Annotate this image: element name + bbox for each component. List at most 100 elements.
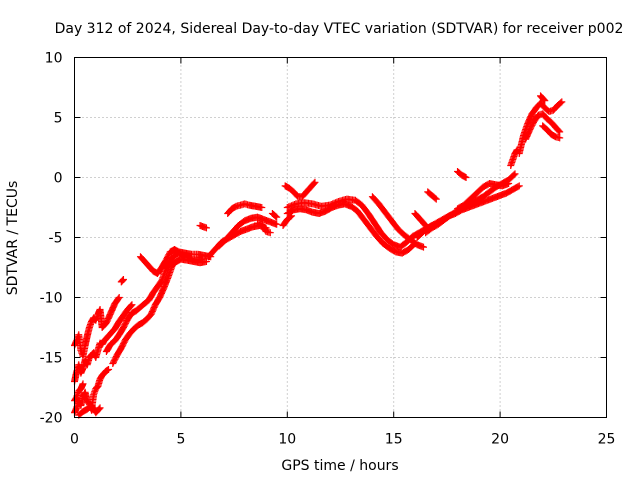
data-point bbox=[400, 231, 413, 243]
data-point bbox=[100, 335, 110, 345]
data-point bbox=[366, 224, 380, 239]
data-point bbox=[522, 127, 533, 143]
data-point bbox=[502, 186, 516, 197]
data-point bbox=[383, 236, 396, 248]
data-point bbox=[156, 285, 167, 301]
data-point bbox=[424, 188, 435, 199]
data-point bbox=[96, 373, 105, 383]
data-point bbox=[347, 202, 360, 214]
data-point bbox=[556, 128, 564, 136]
data-point bbox=[354, 207, 367, 222]
data-point bbox=[268, 210, 280, 220]
data-point bbox=[505, 171, 518, 184]
data-point bbox=[358, 201, 371, 216]
data-point bbox=[511, 147, 520, 157]
data-point bbox=[92, 405, 103, 417]
y-tick-label: -5 bbox=[49, 231, 63, 247]
data-point bbox=[371, 219, 384, 235]
data-point bbox=[98, 370, 108, 379]
y-tick-label: -10 bbox=[40, 291, 63, 307]
data-point bbox=[485, 184, 499, 196]
data-point bbox=[111, 332, 122, 345]
data-point bbox=[202, 224, 210, 232]
data-point bbox=[460, 196, 473, 209]
data-point bbox=[511, 170, 519, 178]
data-point bbox=[136, 253, 148, 265]
data-point bbox=[396, 239, 409, 251]
data-point bbox=[556, 134, 564, 142]
data-point bbox=[241, 200, 252, 209]
data-point bbox=[379, 240, 392, 251]
data-point bbox=[83, 397, 93, 407]
data-point bbox=[98, 320, 110, 331]
data-point bbox=[107, 326, 118, 337]
data-point bbox=[479, 189, 492, 201]
data-point bbox=[543, 115, 554, 125]
data-point bbox=[119, 307, 131, 319]
data-point bbox=[151, 295, 163, 309]
data-point bbox=[145, 262, 156, 274]
data-point bbox=[105, 366, 113, 373]
data-point bbox=[524, 111, 535, 127]
data-point bbox=[230, 228, 243, 239]
data-point bbox=[107, 301, 118, 317]
series-track bbox=[422, 170, 519, 237]
data-point bbox=[473, 193, 486, 204]
series-track bbox=[283, 200, 419, 257]
data-point bbox=[424, 224, 432, 232]
data-point bbox=[515, 182, 523, 190]
data-point bbox=[381, 208, 395, 223]
data-point bbox=[368, 193, 382, 207]
data-point bbox=[364, 210, 378, 226]
chart-title: Day 312 of 2024, Sidereal Day-to-day VTE… bbox=[55, 21, 624, 37]
data-point bbox=[428, 221, 441, 232]
data-point bbox=[98, 338, 108, 348]
y-axis-label: SDTVAR / TECUs bbox=[5, 181, 21, 296]
x-tick-label: 15 bbox=[385, 432, 403, 448]
data-point bbox=[88, 315, 97, 325]
axis-ticks: 0 5 10 15 20 25 -20 -15 -10 -5 0 5 10 bbox=[40, 51, 616, 448]
data-point bbox=[224, 206, 235, 217]
series-track bbox=[75, 402, 104, 419]
data-point bbox=[162, 259, 174, 273]
series-track bbox=[102, 249, 206, 355]
x-tick-label: 25 bbox=[598, 432, 616, 448]
data-point bbox=[539, 122, 550, 133]
data-point bbox=[385, 244, 399, 255]
data-point bbox=[549, 102, 561, 114]
data-point bbox=[124, 310, 135, 323]
data-point bbox=[322, 204, 335, 215]
data-point bbox=[102, 342, 114, 355]
series-track bbox=[117, 276, 127, 286]
data-point bbox=[434, 216, 447, 228]
data-point bbox=[158, 258, 169, 271]
data-point bbox=[419, 219, 431, 231]
data-point bbox=[526, 119, 537, 133]
data-point bbox=[143, 311, 154, 323]
data-point bbox=[115, 313, 127, 325]
data-point bbox=[262, 228, 273, 236]
data-point bbox=[454, 202, 467, 213]
data-point bbox=[432, 195, 440, 203]
data-point bbox=[117, 337, 129, 352]
x-tick-label: 10 bbox=[278, 432, 296, 448]
data-point bbox=[537, 92, 546, 101]
series-track bbox=[507, 146, 521, 169]
data-point bbox=[102, 310, 114, 327]
data-point bbox=[377, 229, 390, 243]
data-point bbox=[119, 317, 131, 331]
series-track bbox=[424, 188, 440, 203]
series-track bbox=[71, 294, 123, 360]
data-point bbox=[415, 214, 427, 226]
data-point bbox=[117, 276, 127, 286]
data-point bbox=[136, 300, 148, 311]
series-track bbox=[224, 200, 266, 217]
data-point bbox=[515, 133, 527, 157]
data-point bbox=[398, 246, 411, 257]
y-tick-label: 0 bbox=[54, 171, 63, 187]
data-point bbox=[168, 258, 180, 269]
data-point bbox=[462, 174, 470, 181]
data-point bbox=[351, 196, 365, 208]
data-point bbox=[79, 380, 87, 388]
data-point bbox=[554, 99, 565, 109]
